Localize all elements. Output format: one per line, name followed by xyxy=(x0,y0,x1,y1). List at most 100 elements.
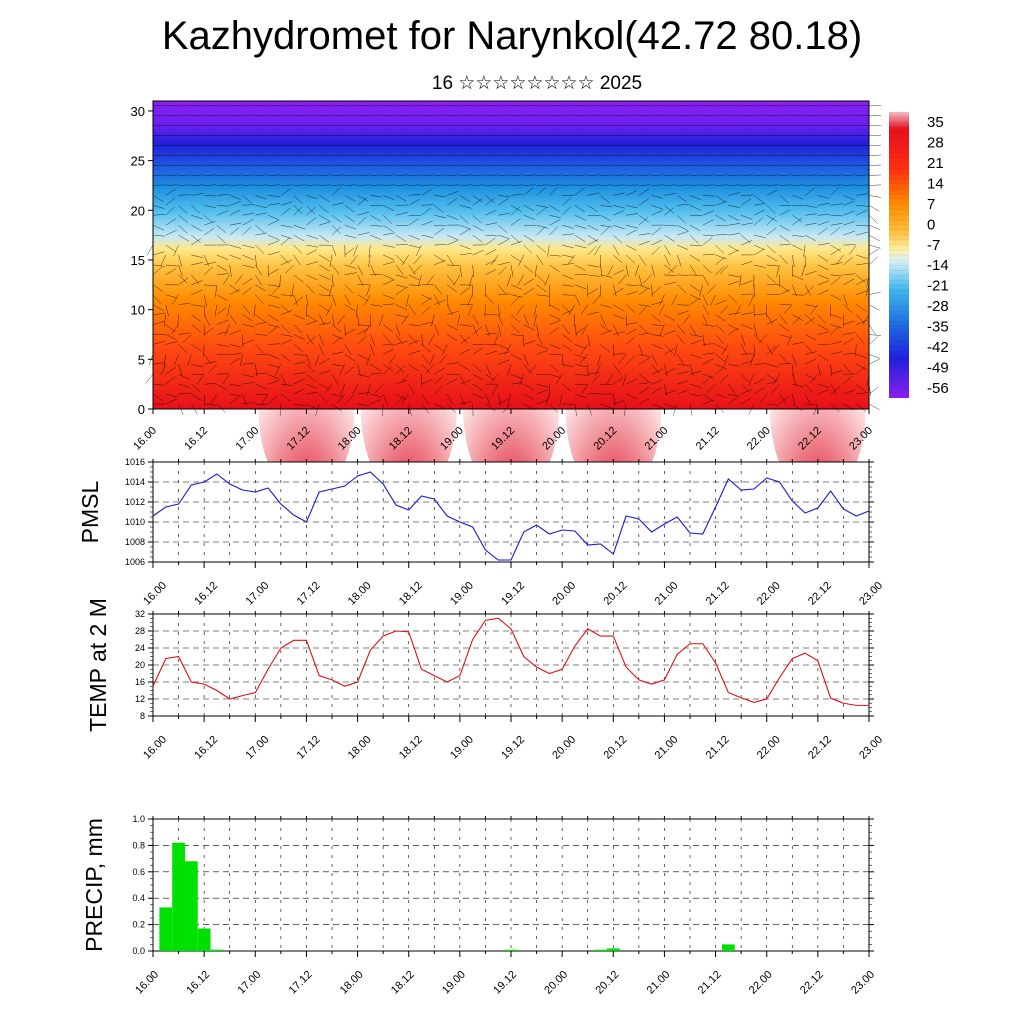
wind-barb xyxy=(152,383,165,386)
wind-barb xyxy=(702,375,712,385)
wind-barb xyxy=(319,221,331,226)
wind-barb xyxy=(510,314,521,323)
wind-barb xyxy=(677,380,689,385)
wind-barb xyxy=(191,234,201,243)
wind-barb xyxy=(331,294,337,307)
wind-barb xyxy=(421,334,424,347)
wind-barb xyxy=(255,284,266,292)
wind-barb xyxy=(383,205,395,211)
wind-barb xyxy=(370,344,375,356)
wind-barb xyxy=(856,354,868,359)
wind-barb xyxy=(856,403,866,412)
wind-barb xyxy=(408,350,421,355)
wind-barb xyxy=(702,334,705,347)
wind-barb xyxy=(622,374,627,386)
wind-barb xyxy=(152,304,164,311)
wind-barb xyxy=(856,184,869,186)
wind-barb xyxy=(408,193,421,196)
wind-barb xyxy=(344,354,355,362)
x-tick-label: 20.00 xyxy=(542,969,570,997)
wind-barb xyxy=(638,354,651,358)
wind-barb xyxy=(555,374,563,385)
wind-barb xyxy=(779,164,792,166)
wind-barb xyxy=(638,324,648,334)
wind-barb xyxy=(510,115,523,117)
wind-barb xyxy=(306,144,319,146)
wind-barb xyxy=(843,154,856,156)
wind-barb xyxy=(177,314,179,327)
wind-barb xyxy=(490,254,499,265)
wind-barb xyxy=(830,294,842,301)
wind-barb xyxy=(357,264,364,276)
wind-barb xyxy=(535,264,537,277)
wind-barb xyxy=(421,105,434,107)
wind-barb xyxy=(677,310,689,315)
wind-barb xyxy=(191,289,203,295)
wind-barb xyxy=(498,359,510,365)
wind-barb xyxy=(587,288,599,295)
wind-barb xyxy=(383,244,395,248)
wind-barb xyxy=(804,271,817,276)
wind-barb xyxy=(830,364,833,377)
x-tick-label: 20.12 xyxy=(601,734,629,762)
wind-barb xyxy=(664,207,674,216)
wind-barb xyxy=(792,134,805,137)
wind-barb xyxy=(830,203,843,206)
wind-barb xyxy=(702,358,714,365)
wind-barb xyxy=(319,115,332,117)
wind-barb xyxy=(771,383,780,394)
wind-barb xyxy=(719,264,729,274)
x-tick-label: 21.12 xyxy=(704,580,732,608)
wind-barb xyxy=(182,334,192,344)
x-tick-label: 21.12 xyxy=(694,425,722,453)
wind-barb xyxy=(178,115,191,117)
wind-barb xyxy=(331,164,344,166)
wind-barb xyxy=(293,195,303,204)
wind-barb xyxy=(204,134,217,137)
wind-barb xyxy=(651,301,664,305)
wind-barb xyxy=(741,312,754,315)
wind-barb xyxy=(766,174,779,176)
wind-barb xyxy=(536,334,543,345)
wind-barb xyxy=(702,210,715,216)
wind-barb xyxy=(280,224,293,228)
wind-barb xyxy=(562,274,574,280)
wind-barb xyxy=(830,274,843,277)
wind-barb xyxy=(741,198,752,206)
wind-barb xyxy=(536,244,547,253)
wind-barb xyxy=(229,115,242,117)
wind-barb xyxy=(741,124,754,127)
wind-barb xyxy=(651,354,658,366)
wind-barb xyxy=(268,154,281,156)
x-tick-label: 19.00 xyxy=(448,734,476,762)
wind-barb xyxy=(587,164,600,166)
colorbar-label: 14 xyxy=(927,175,944,192)
wind-barb xyxy=(178,205,188,214)
wind-barb xyxy=(664,384,668,396)
wind-barb xyxy=(395,184,408,186)
wind-barb xyxy=(817,264,829,271)
wind-barb xyxy=(638,198,649,206)
wind-barb xyxy=(485,222,498,226)
wind-barb xyxy=(638,115,651,117)
wind-barb xyxy=(280,324,290,334)
wind-barb xyxy=(779,115,792,117)
colorbar-label: -49 xyxy=(927,360,949,377)
wind-barb xyxy=(817,124,830,127)
wind-barb xyxy=(293,354,306,356)
wind-barb xyxy=(856,174,869,176)
wind-barb xyxy=(395,365,405,375)
wind-barb xyxy=(374,383,384,394)
wind-barb xyxy=(805,174,818,176)
wind-barb xyxy=(203,327,215,335)
wind-barb xyxy=(472,144,485,146)
series-line xyxy=(152,617,869,706)
wind-barb xyxy=(792,274,804,281)
wind-barb xyxy=(408,403,412,416)
wind-barb xyxy=(753,164,766,166)
wind-barb xyxy=(216,344,229,347)
wind-barb xyxy=(383,344,396,346)
wind-barb xyxy=(242,394,247,406)
